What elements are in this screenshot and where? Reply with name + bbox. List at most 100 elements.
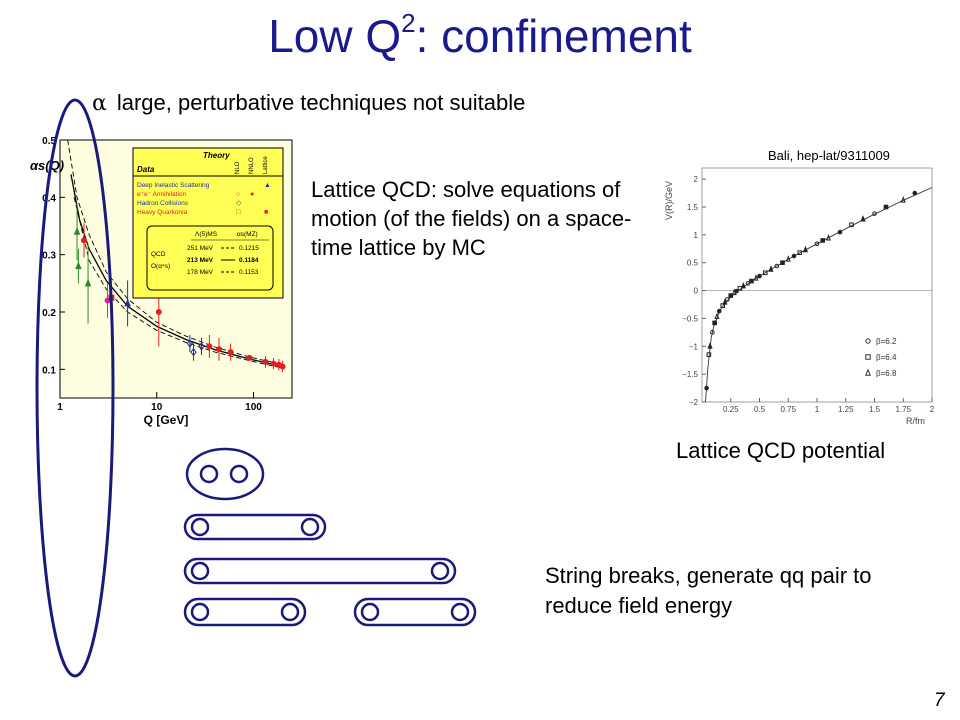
x-tick-label: 1.25 (838, 405, 854, 414)
y-tick-label: 0.5 (687, 259, 699, 268)
qcd-lambda-header: Λ(5)MS (195, 231, 218, 238)
potential-data-point (802, 245, 809, 253)
alpha-s-chart: 0.1 0.2 0.3 0.4 0.5 1 10 100 Q [GeV] αs(Q) Data The… (30, 136, 293, 427)
legend-row-label: Hadron Collisions (137, 200, 189, 207)
legend-row-mark: ● (250, 191, 254, 198)
x-tick-label: 0.5 (754, 405, 766, 414)
data-point (246, 354, 253, 361)
quark (190, 517, 210, 537)
y-axis-label: V(R)/GeV (664, 181, 674, 220)
x-tick-label: 1.5 (869, 405, 881, 414)
x-tick-label: 0.75 (780, 405, 796, 414)
y-axis-label: αs(Q) (30, 158, 64, 173)
x-axis-label: R/fm (906, 416, 925, 426)
legend-theory-header: Theory (203, 151, 230, 160)
data-point (190, 347, 197, 357)
qcd-legend-box (146, 225, 274, 291)
potential-data-point (714, 312, 720, 320)
y-tick-label: 0.5 (42, 136, 56, 147)
legend-row-label: Heavy Quarkonia (137, 209, 188, 216)
potential-data-point (728, 293, 734, 298)
legend-column-label: NLO (235, 161, 241, 174)
potential-data-point (762, 270, 768, 276)
legend-column-label: Lattice (263, 156, 269, 174)
potential-data-point (749, 278, 754, 284)
potential-data-point (734, 288, 739, 294)
highlight-ellipse (35, 98, 115, 678)
page-number: 7 (934, 690, 945, 711)
x-tick-label: 1.75 (895, 405, 911, 414)
potential-data-point (704, 385, 709, 391)
data-point (206, 343, 213, 350)
y-tick-label: 2 (694, 175, 699, 184)
potential-data-point (716, 308, 722, 314)
potential-data-point (774, 263, 780, 269)
string-breaking-diagram (183, 447, 477, 627)
alpha-bullet: α large, perturbative techniques not suit… (92, 88, 525, 119)
qcd-label: QCD (151, 251, 166, 258)
x-tick-label: 1 (57, 402, 63, 413)
data-point (73, 226, 81, 235)
potential-data-point (740, 281, 746, 289)
bullet-text: large, perturbative techniques not suita… (116, 90, 526, 115)
y-tick-label: 0.2 (42, 308, 56, 319)
lattice-potential-caption: Lattice QCD potential (676, 438, 886, 463)
potential-data-point (712, 320, 717, 326)
y-tick-label: 1.5 (687, 203, 699, 212)
qcd-order-label: O(α⁴s) (151, 263, 170, 270)
data-point (216, 346, 223, 353)
quark (199, 464, 219, 484)
low-q-highlight-ellipse (35, 98, 115, 678)
x-tick-label: 0.25 (723, 405, 739, 414)
legend-row-mark: ■ (264, 209, 268, 216)
alpha-symbol: α (92, 91, 107, 116)
y-tick-label: 0.4 (42, 193, 56, 204)
potential-data-point (814, 241, 820, 247)
legend-symbol (865, 338, 871, 344)
y-tick-label: −0.5 (682, 314, 698, 323)
y-tick-label: 0.1 (42, 365, 56, 376)
potential-data-point (757, 273, 762, 279)
potential-data-point (722, 298, 728, 305)
data-point (124, 298, 131, 307)
y-tick-label: 0.3 (42, 251, 56, 262)
y-tick-label: −2 (689, 398, 699, 407)
potential-data-point (791, 253, 797, 259)
qcd-lambda-value: 251 MeV (187, 245, 214, 252)
qcd-alpha-value: 0.1153 (239, 269, 259, 276)
data-point (198, 342, 205, 351)
string-tube (183, 597, 307, 627)
lattice-qcd-description: Lattice QCD: solve equations of motion (… (311, 177, 632, 260)
legend-symbol (865, 354, 871, 360)
quark (360, 602, 380, 622)
data-point (80, 237, 87, 244)
legend-label: β=6.4 (876, 353, 897, 362)
antiquark (229, 464, 249, 484)
data-point (186, 339, 193, 348)
stretched-string-long (183, 557, 457, 585)
potential-data-point (883, 204, 889, 210)
x-tick-label: 100 (245, 402, 262, 413)
legend-data-header: Data (137, 165, 155, 174)
legend-row-label: e⁺e⁻ Annihilation (137, 191, 187, 198)
antiquark (300, 517, 320, 537)
potential-data-point (912, 190, 918, 196)
meson-bound-state (185, 447, 265, 501)
broken-string-right (353, 597, 477, 627)
potential-data-point (707, 342, 713, 349)
potential-data-point (837, 229, 843, 235)
legend-row-mark: ▲ (264, 182, 271, 189)
y-tick-label: 1 (694, 231, 699, 240)
potential-data-point (872, 211, 877, 216)
potential-data-point (720, 303, 726, 308)
antiquark (450, 602, 470, 622)
legend-column-label: NNLO (249, 157, 255, 174)
string-breaking-description: String breaks, generate qq pair to reduc… (545, 563, 872, 618)
x-tick-label: 1 (815, 405, 820, 414)
data-point (84, 278, 92, 287)
potential-data-point (768, 265, 774, 272)
potential-data-point (849, 222, 854, 228)
data-point (270, 360, 277, 367)
potential-data-point (797, 250, 803, 255)
qcd-curve-178MeV (73, 197, 283, 369)
